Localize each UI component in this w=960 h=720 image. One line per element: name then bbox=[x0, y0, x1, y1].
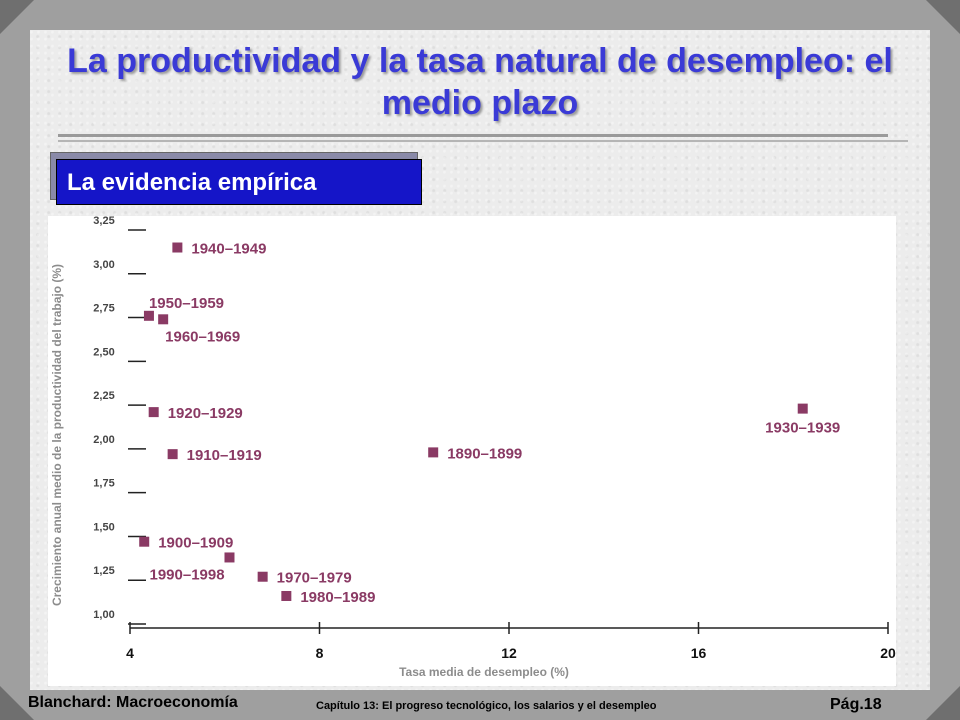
data-point-label: 1900–1909 bbox=[158, 535, 233, 552]
data-point-label: 1940–1949 bbox=[191, 241, 266, 258]
footer-book-title: Blanchard: Macroeconomía bbox=[28, 694, 238, 711]
data-points: 1940–1949 1950–1959 1960–1969 1920–1929 1910… bbox=[139, 241, 840, 606]
data-point bbox=[158, 314, 169, 325]
data-point bbox=[797, 403, 808, 414]
slide-title: La productividad y la tasa natural de de… bbox=[67, 42, 893, 122]
data-point bbox=[281, 590, 292, 601]
x-tick-label: 16 bbox=[691, 645, 707, 661]
frame-corner-top-left bbox=[0, 0, 34, 34]
data-point-label: 1960–1969 bbox=[165, 328, 240, 345]
x-axis-label: Tasa media de desempleo (%) bbox=[399, 665, 569, 679]
x-tick-label: 12 bbox=[501, 645, 517, 661]
y-tick-label: 1,25 bbox=[93, 565, 114, 577]
subtitle-banner: La evidencia empírica bbox=[56, 159, 422, 205]
data-point bbox=[224, 552, 235, 563]
frame-corner-bottom-right bbox=[926, 686, 960, 720]
title-divider-shadow bbox=[58, 140, 908, 142]
data-point bbox=[143, 310, 154, 321]
chart-background bbox=[48, 216, 896, 686]
x-axis: 4 8 12 16 20 bbox=[126, 622, 896, 661]
data-point-label: 1890–1899 bbox=[447, 445, 522, 462]
x-tick-label: 8 bbox=[316, 645, 324, 661]
y-tick-label: 1,50 bbox=[93, 521, 114, 533]
data-point-label: 1970–1979 bbox=[277, 570, 352, 587]
y-tick-label: 1,75 bbox=[93, 478, 114, 490]
y-axis: 1,00 1,25 1,50 1,75 2,00 2,25 2,50 2,75 3,00 3,25 bbox=[93, 215, 146, 625]
title-divider bbox=[58, 134, 888, 137]
footer-chapter: Capítulo 13: El progreso tecnológico, lo… bbox=[316, 700, 657, 712]
y-tick-label: 3,00 bbox=[93, 259, 114, 271]
data-point-label: 1910–1919 bbox=[187, 447, 262, 464]
data-point-label: 1950–1959 bbox=[149, 295, 224, 312]
y-tick-label: 2,25 bbox=[93, 390, 114, 402]
y-tick-label: 2,00 bbox=[93, 434, 114, 446]
footer-page-number: Pág.18 bbox=[830, 696, 882, 713]
data-point bbox=[139, 536, 150, 547]
x-tick-label: 20 bbox=[880, 645, 896, 661]
y-tick-label: 3,25 bbox=[93, 215, 114, 227]
data-point bbox=[428, 447, 439, 458]
data-point bbox=[257, 571, 268, 582]
data-point bbox=[172, 242, 183, 253]
data-point bbox=[148, 407, 159, 418]
data-point bbox=[167, 449, 178, 460]
y-tick-label: 2,75 bbox=[93, 303, 114, 315]
frame-corner-bottom-left bbox=[0, 686, 34, 720]
data-point-label: 1980–1989 bbox=[300, 589, 375, 606]
y-tick-label: 1,00 bbox=[93, 609, 114, 621]
data-point-label: 1990–1998 bbox=[149, 566, 224, 583]
frame-corner-top-right bbox=[926, 0, 960, 34]
y-tick-label: 2,50 bbox=[93, 346, 114, 358]
x-tick-label: 4 bbox=[126, 645, 134, 661]
data-point-label: 1920–1929 bbox=[168, 405, 243, 422]
data-point-label: 1930–1939 bbox=[765, 420, 840, 437]
y-axis-label: Crecimiento anual medio de la productivi… bbox=[50, 264, 64, 606]
